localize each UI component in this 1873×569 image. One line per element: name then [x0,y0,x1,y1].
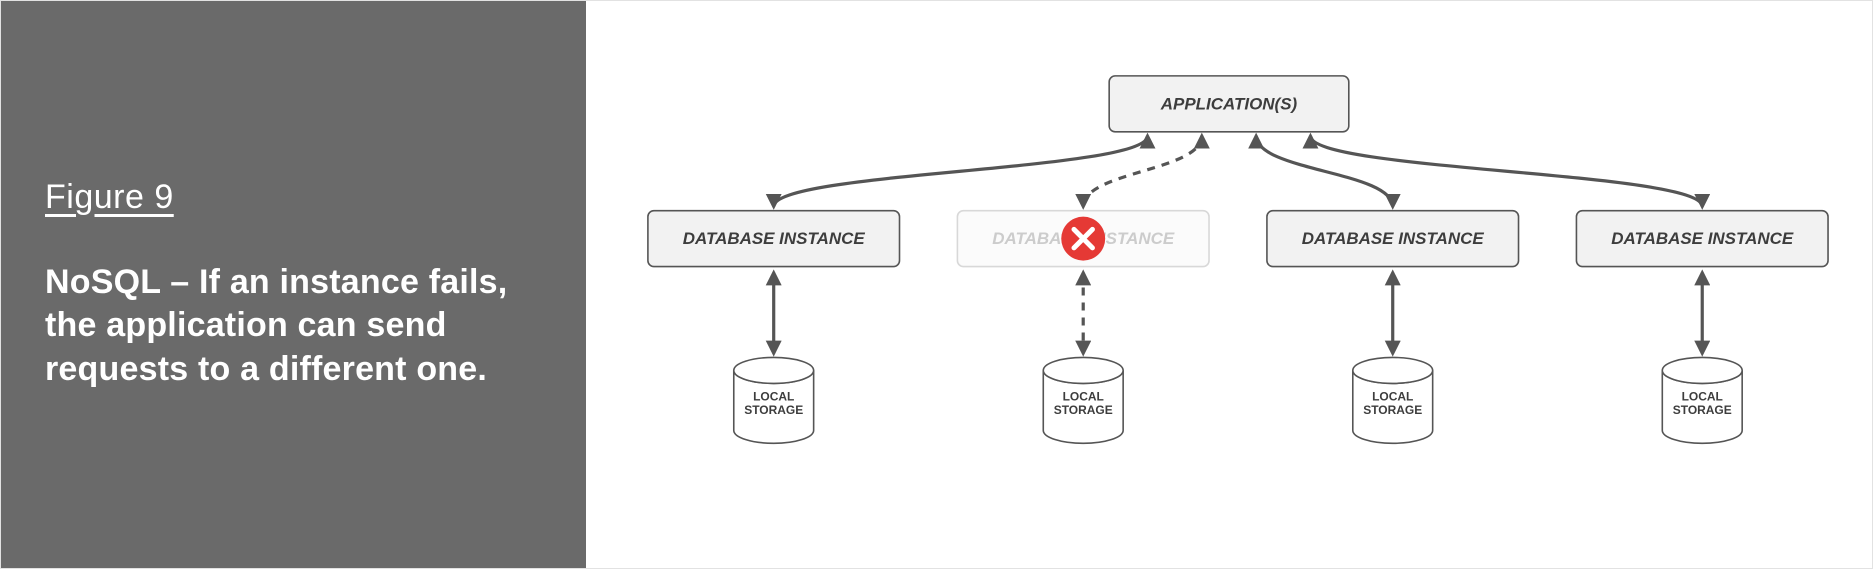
local-storage-node: LOCALSTORAGE [1353,357,1433,443]
database-instance-label: DATABASE INSTANCE [683,229,866,248]
database-instance-label: DATABASE INSTANCE [1611,229,1794,248]
architecture-diagram: APPLICATION(S) DATABASE INSTANCE LOCALSTOR… [586,1,1872,569]
local-storage-node: LOCALSTORAGE [1043,357,1123,443]
app-to-db-edge [1083,136,1202,207]
database-instance-label: DATABASE INSTANCE [1302,229,1485,248]
app-to-db-edge [1310,136,1702,207]
figure-number: Figure 9 [45,178,542,217]
caption-panel: Figure 9 NoSQL – If an instance fails, t… [1,1,586,568]
figure-container: Figure 9 NoSQL – If an instance fails, t… [0,0,1873,569]
diagram-panel: APPLICATION(S) DATABASE INSTANCE LOCALSTOR… [586,1,1872,568]
local-storage-node: LOCALSTORAGE [1662,357,1742,443]
local-storage-node: LOCALSTORAGE [734,357,814,443]
app-to-db-edge [774,136,1148,207]
figure-description: NoSQL – If an instance fails, the applic… [45,261,542,392]
application-node-label: APPLICATION(S) [1160,94,1298,113]
